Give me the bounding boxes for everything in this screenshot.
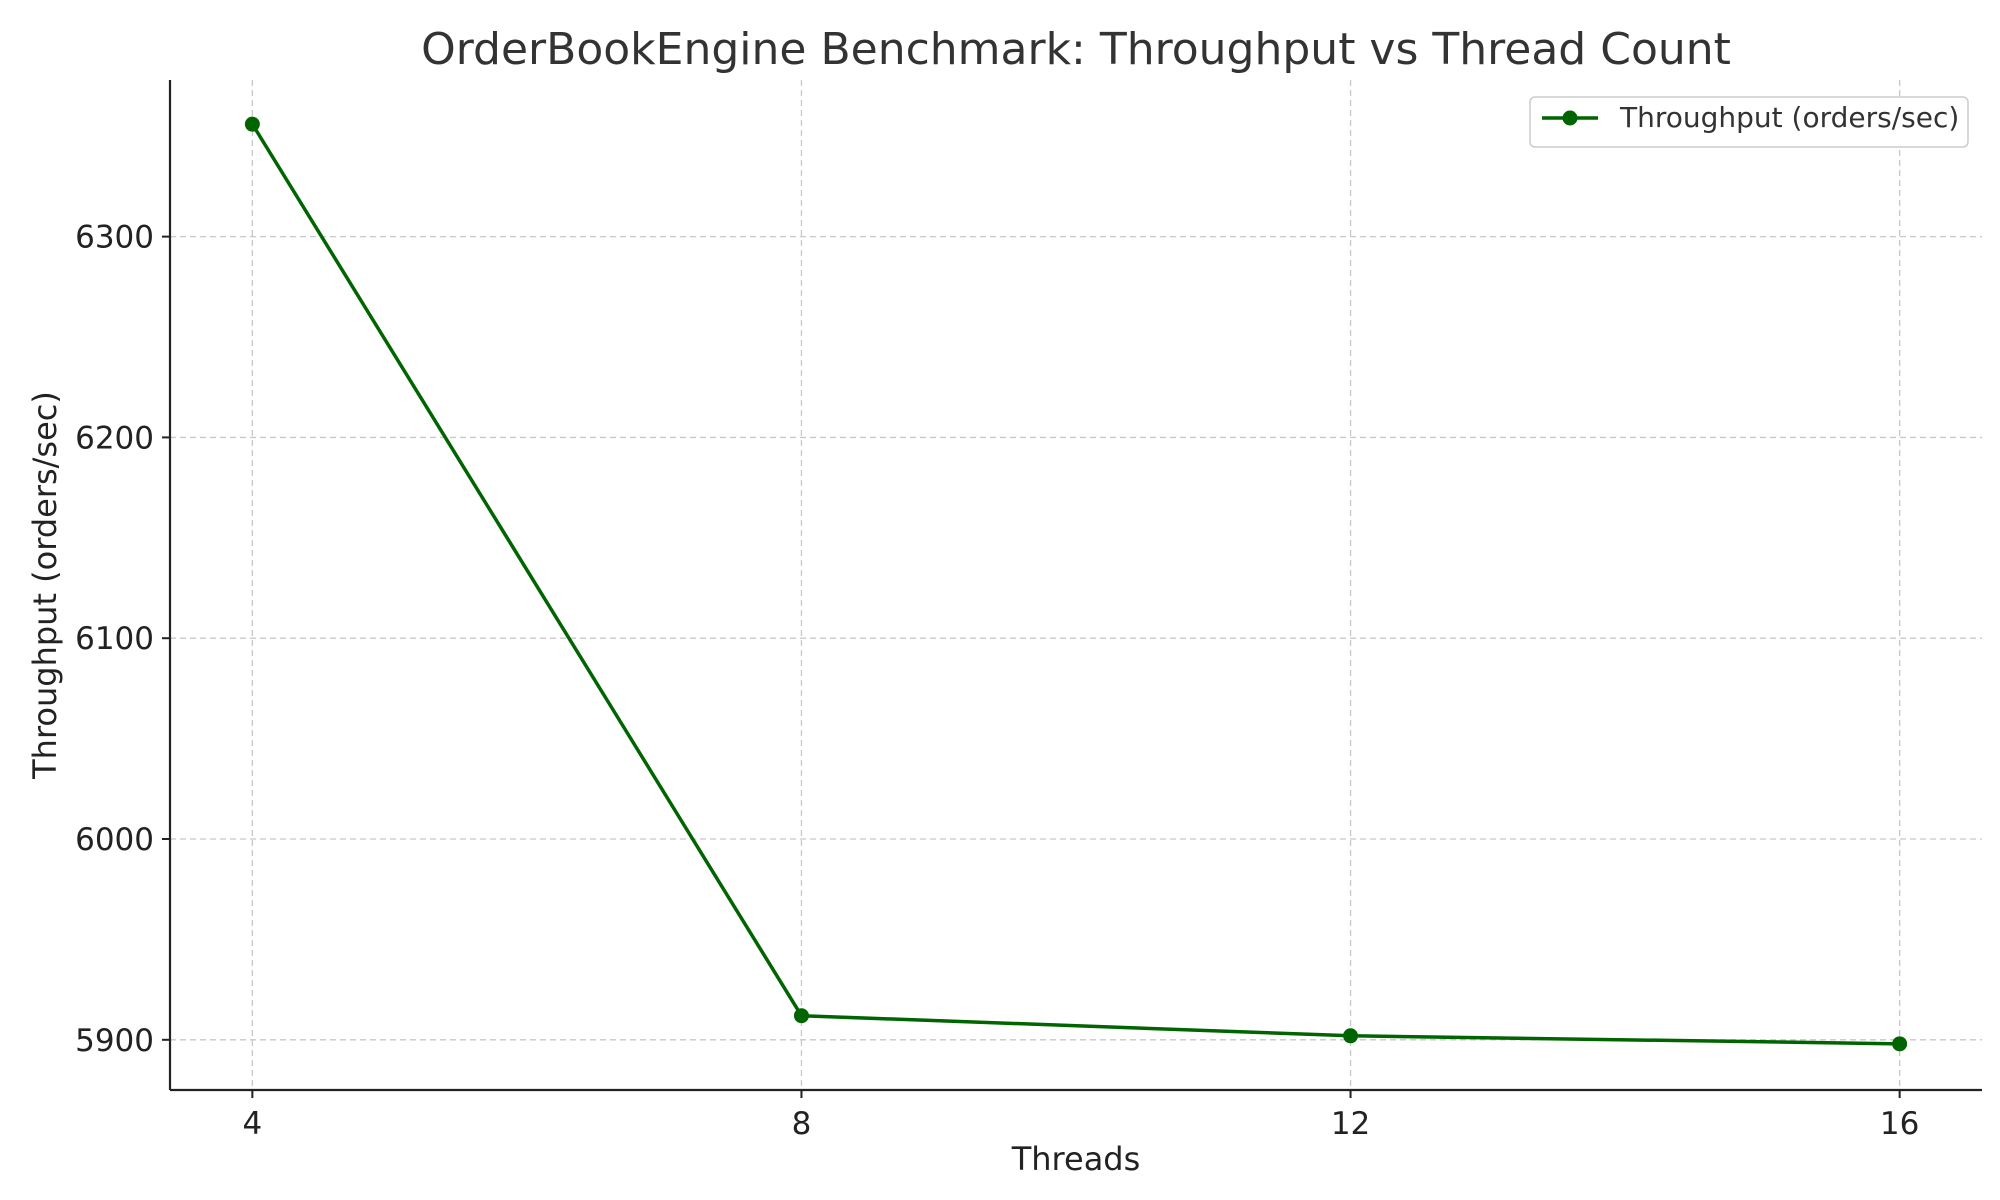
x-tick-label: 8: [792, 1106, 812, 1142]
data-point: [244, 116, 260, 132]
legend-marker-swatch: [1562, 110, 1578, 126]
y-tick-label: 6000: [75, 822, 154, 858]
legend-label: Throughput (orders/sec): [1619, 101, 1959, 134]
y-axis-label: Throughput (orders/sec): [26, 391, 64, 780]
x-tick-label: 4: [242, 1106, 262, 1142]
x-axis-label: Threads: [1011, 1140, 1141, 1178]
data-point: [1892, 1036, 1908, 1052]
y-tick-label: 6300: [75, 220, 154, 256]
data-point: [793, 1008, 809, 1024]
x-tick-label: 16: [1880, 1106, 1919, 1142]
data-point: [1343, 1028, 1359, 1044]
y-tick-layer: 5900 6000 6100 6200 6300: [75, 220, 170, 1059]
y-tick-label: 6200: [75, 420, 154, 456]
series-line: [250, 123, 1900, 1046]
x-tick-layer: 4 8 12 16: [242, 1090, 1919, 1142]
chart-title: OrderBookEngine Benchmark: Throughput vs…: [421, 24, 1731, 75]
series-layer: [244, 116, 1908, 1052]
x-tick-label: 12: [1331, 1106, 1370, 1142]
y-tick-label: 5900: [75, 1023, 154, 1059]
legend-box: [1529, 96, 1969, 148]
y-tick-label: 6100: [75, 621, 154, 657]
grid-layer: [170, 80, 1982, 1090]
legend: Throughput (orders/sec): [1529, 96, 1969, 148]
